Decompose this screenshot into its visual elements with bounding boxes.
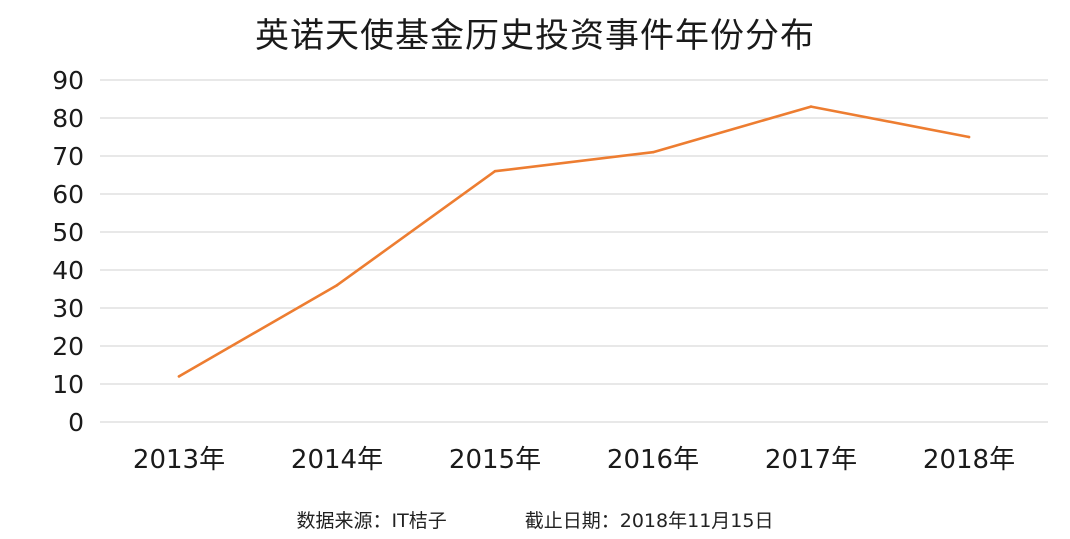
data-point-2013年	[177, 375, 181, 378]
data-point-2015年	[493, 169, 497, 173]
y-axis-ticks: 0 10 20 30 40 50 60 70 80 90	[52, 66, 84, 437]
x-tick-label: 2018年	[923, 445, 1015, 475]
data-point-2017年	[809, 105, 813, 108]
y-tick-label: 10	[52, 370, 84, 399]
series-layer	[177, 105, 971, 378]
x-tick-label: 2015年	[449, 445, 541, 475]
y-tick-label: 90	[52, 66, 84, 95]
data-point-2018年	[967, 135, 971, 139]
y-tick-label: 0	[68, 408, 84, 437]
source-text: 数据来源：IT桔子	[296, 510, 447, 532]
data-point-2016年	[651, 150, 655, 154]
x-axis-ticks: 2013年 2014年 2015年 2016年 2017年 2018年	[133, 445, 1015, 475]
y-tick-label: 30	[52, 294, 84, 323]
x-tick-label: 2014年	[291, 445, 383, 475]
y-tick-label: 40	[52, 256, 84, 285]
footer-source: 数据来源：IT桔子 截止日期：2018年11月15日	[0, 506, 1070, 533]
chart-title: 英诺天使基金历史投资事件年份分布	[255, 16, 815, 56]
series-line	[177, 105, 971, 378]
y-tick-label: 80	[52, 104, 84, 133]
x-tick-label: 2016年	[607, 445, 699, 475]
x-tick-label: 2017年	[765, 445, 857, 475]
y-tick-label: 70	[52, 142, 84, 171]
x-tick-label: 2013年	[133, 445, 225, 475]
y-tick-label: 20	[52, 332, 84, 361]
data-point-2014年	[335, 283, 339, 287]
cutoff-date-text: 截止日期：2018年11月15日	[524, 510, 774, 532]
gridlines	[100, 79, 1048, 423]
y-tick-label: 50	[52, 218, 84, 247]
y-tick-label: 60	[52, 180, 84, 209]
